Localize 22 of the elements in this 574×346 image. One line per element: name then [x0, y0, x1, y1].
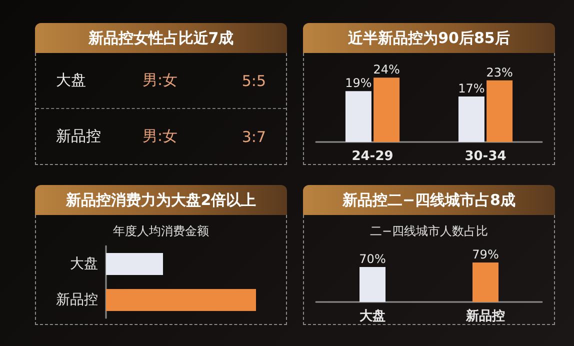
text: 新品控女性占比近7成: [35, 23, 287, 53]
data-label: 24%: [373, 62, 400, 77]
bar: [374, 78, 400, 142]
text: 男:女: [142, 127, 179, 146]
x-tick-label: 30-34: [464, 149, 506, 164]
data-label: 17%: [458, 81, 485, 96]
data-label: 23%: [486, 65, 513, 80]
bar: [345, 91, 372, 142]
chart-title: 新品控消费力为大盘2倍以上: [35, 185, 287, 215]
chart-title: 近半新品控为90后85后: [303, 23, 555, 53]
data-label: 79%: [472, 248, 499, 262]
data-label: 19%: [345, 76, 372, 90]
bar: [486, 80, 513, 142]
chart-title: 新品控二−四线城市占8成: [303, 185, 555, 215]
bar: [458, 96, 484, 142]
x-tick-label: 24-29: [352, 149, 394, 164]
chart-subtitle: 年度人均消费金额: [112, 223, 210, 240]
text: 3:7: [240, 128, 266, 146]
data-label: 70%: [359, 252, 386, 266]
chart-subtitle: 二−四线城市人数占比: [368, 223, 490, 240]
text: 男:女: [142, 71, 179, 90]
text: 5:5: [240, 72, 266, 90]
